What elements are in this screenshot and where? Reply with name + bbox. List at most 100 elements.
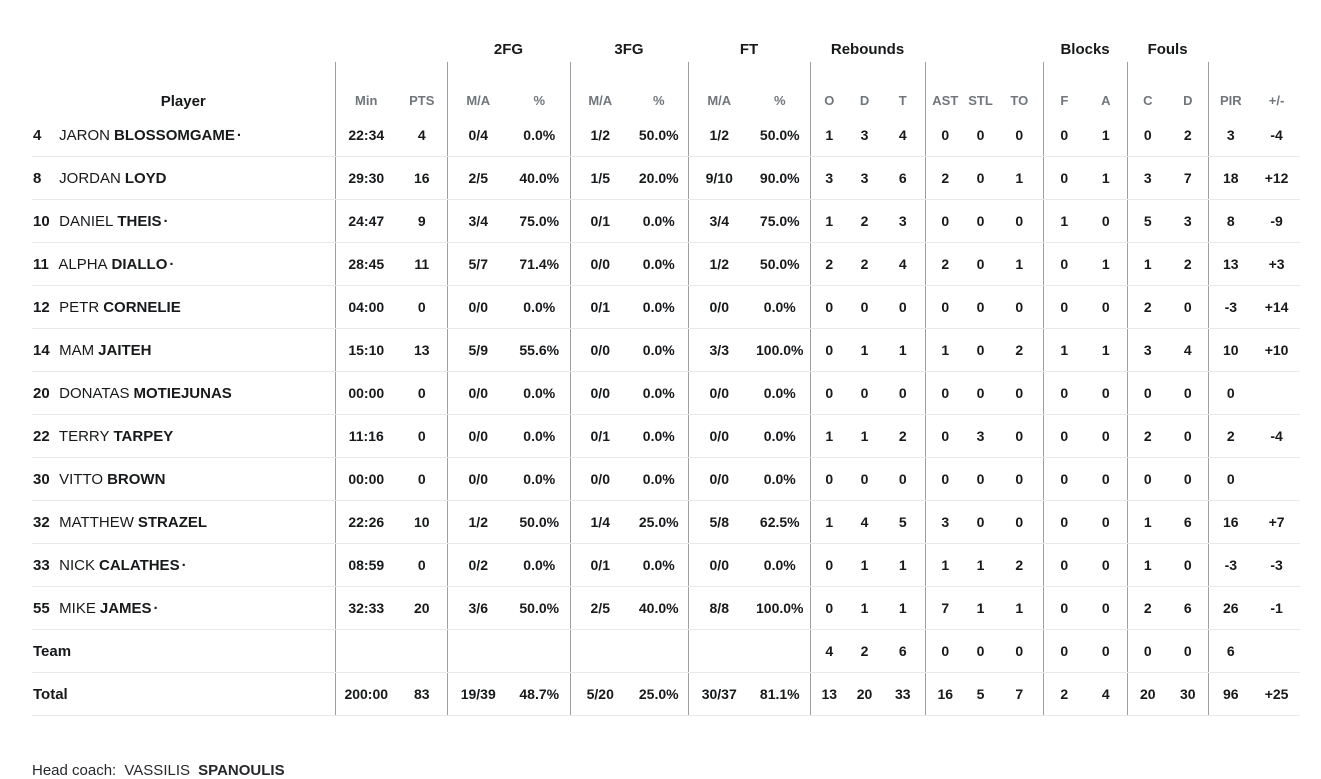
stat-ast: 3: [924, 500, 966, 544]
group-header-spacer: [925, 30, 1043, 62]
player-last-name: BLOSSOMGAME: [114, 126, 235, 144]
stat-3fg-ma: [569, 629, 630, 673]
stat-3fg-pct: 0.0%: [630, 285, 688, 329]
player-last-name: MOTIEJUNAS: [133, 384, 232, 402]
stat-3fg-pct: 0.0%: [630, 242, 688, 286]
starter-indicator: ·: [169, 255, 175, 273]
group-header-row: Player 2FG 3FG FT Rebounds Blocks Fouls: [32, 30, 1300, 110]
player-name-cell: 30 VITTO BROWN: [32, 457, 335, 501]
box-score-table: Player 2FG 3FG FT Rebounds Blocks Fouls …: [32, 30, 1301, 716]
column-header-foul-c: C: [1126, 62, 1169, 114]
row-label-cell: Team: [32, 629, 335, 673]
stat-foul-d: 4: [1168, 328, 1209, 372]
stat-3fg-ma: 2/5: [569, 586, 630, 630]
stat-to: 0: [996, 457, 1044, 501]
stat-stl: 0: [965, 242, 997, 286]
stat-blk-a: 0: [1085, 371, 1128, 415]
stat-foul-d: 6: [1168, 586, 1209, 630]
stat-stl: 0: [965, 500, 997, 544]
stat-to: 0: [996, 114, 1044, 157]
stat-2fg-pct: 0.0%: [509, 414, 570, 458]
stat-blk-f: 0: [1042, 457, 1086, 501]
stat-reb-o: 0: [809, 586, 849, 630]
row-label-text: Total: [33, 685, 68, 703]
stat-ft-pct: 0.0%: [750, 285, 811, 329]
stat-blk-f: 1: [1042, 199, 1086, 243]
player-first-name: TERRY: [58, 427, 110, 445]
stat-3fg-ma: 1/2: [569, 114, 630, 157]
total-row: Total 200:00 83 19/39 48.7% 5/20 25.0% 30/37 81.…: [32, 672, 1301, 716]
stat-pts: 4: [397, 114, 447, 157]
player-jersey-number: 33: [33, 556, 50, 574]
stat-foul-c: 0: [1126, 629, 1169, 673]
row-label-cell: Total: [32, 672, 335, 716]
stat-3fg-ma: 0/0: [569, 328, 630, 372]
stat-reb-t: 1: [881, 328, 926, 372]
stat-blk-f: 1: [1042, 328, 1086, 372]
player-name-cell: 11 ALPHA DIALLO ·: [32, 242, 335, 286]
stat-2fg-pct: 55.6%: [509, 328, 570, 372]
player-name-cell: 10 DANIEL THEIS ·: [32, 199, 335, 243]
stat-pts: 0: [397, 285, 447, 329]
stat-ft-pct: 0.0%: [750, 457, 811, 501]
player-first-name: MIKE: [59, 599, 96, 617]
player-last-name: STRAZEL: [137, 513, 208, 531]
stat-ft-pct: 50.0%: [750, 242, 811, 286]
stat-3fg-pct: 0.0%: [630, 543, 688, 587]
stat-ft-ma: 3/3: [687, 328, 750, 372]
stat-blk-f: 0: [1042, 242, 1086, 286]
stat-pir: 2: [1207, 414, 1254, 458]
player-row: 55 MIKE JAMES · 32:33 20 3/6 50.0% 2/5 40.0% 8/8 1…: [32, 586, 1301, 630]
stat-blk-a: 0: [1085, 457, 1128, 501]
stat-min: 29:30: [334, 156, 397, 200]
stat-plus-minus: +10: [1253, 328, 1301, 372]
player-jersey-number: 12: [33, 298, 50, 316]
stat-3fg-ma: 5/20: [569, 672, 630, 716]
player-jersey-number: 55: [33, 599, 50, 617]
stat-stl: 5: [965, 672, 997, 716]
stat-blk-a: 0: [1085, 629, 1128, 673]
stat-3fg-pct: 0.0%: [630, 199, 688, 243]
stat-3fg-pct: 40.0%: [630, 586, 688, 630]
sub-header-row: Min PTS M/A % M/A % M/A % O D T AST STL …: [32, 62, 1300, 114]
stat-foul-d: 0: [1168, 285, 1209, 329]
stat-min: 00:00: [334, 371, 397, 415]
stat-2fg-ma: 3/6: [446, 586, 509, 630]
stat-reb-d: 0: [848, 457, 882, 501]
stat-2fg-ma: 0/0: [446, 414, 509, 458]
stat-blk-a: 1: [1085, 114, 1128, 157]
player-name-cell: 8 JORDAN LOYD: [32, 156, 335, 200]
stat-3fg-ma: 0/0: [569, 242, 630, 286]
column-header-min: Min: [334, 62, 397, 114]
player-row: 8 JORDAN LOYD 29:30 16 2/5 40.0% 1/5 20.0% 9/10 9…: [32, 156, 1301, 200]
stat-blk-f: 0: [1042, 156, 1086, 200]
stat-3fg-pct: 0.0%: [630, 457, 688, 501]
stat-ft-ma: 1/2: [687, 242, 750, 286]
stat-reb-d: 2: [848, 199, 882, 243]
stat-blk-a: 0: [1085, 285, 1128, 329]
stat-ast: 0: [924, 371, 966, 415]
stat-to: 1: [996, 156, 1044, 200]
stat-reb-d: 1: [848, 586, 882, 630]
stat-pts: 13: [397, 328, 447, 372]
stat-reb-o: 0: [809, 457, 849, 501]
stat-foul-c: 2: [1126, 414, 1169, 458]
player-name-cell: 20 DONATAS MOTIEJUNAS: [32, 371, 335, 415]
stat-ft-pct: 50.0%: [750, 114, 811, 157]
stat-stl: 1: [965, 543, 997, 587]
stat-foul-c: 3: [1126, 328, 1169, 372]
row-label-text: Team: [33, 642, 72, 660]
stat-ft-pct: 81.1%: [750, 672, 811, 716]
stat-stl: 0: [965, 328, 997, 372]
stat-pir: -3: [1207, 543, 1254, 587]
stat-foul-c: 2: [1126, 285, 1169, 329]
stat-3fg-pct: 0.0%: [630, 371, 688, 415]
stat-reb-d: 3: [848, 156, 882, 200]
stat-reb-t: 0: [881, 285, 926, 329]
column-header-3fg-ma: M/A: [569, 62, 630, 114]
stat-blk-a: 1: [1085, 242, 1128, 286]
stat-to: 2: [996, 328, 1044, 372]
stat-reb-d: 1: [848, 414, 882, 458]
stat-to: 1: [996, 586, 1044, 630]
